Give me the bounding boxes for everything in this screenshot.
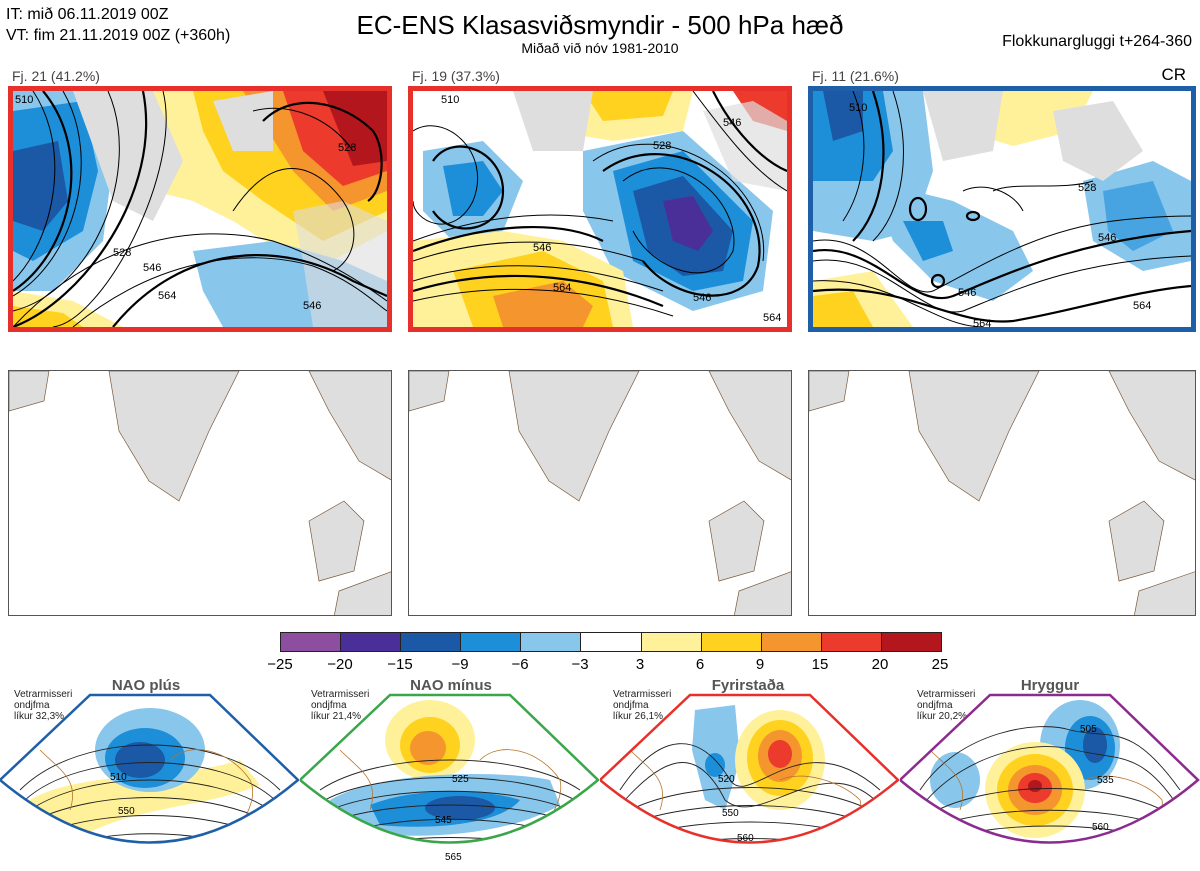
colorbar-tick: −9 bbox=[451, 656, 469, 673]
colorbar-bin bbox=[401, 633, 462, 651]
regime-2-map: 525 545 565 bbox=[300, 693, 600, 863]
cluster-2-label: Fj. 19 (37.3%) bbox=[412, 68, 500, 84]
colorbar-bin bbox=[341, 633, 402, 651]
cluster-2-map: 528 546 546 564 546 564 510 bbox=[408, 86, 792, 332]
colorbar-bin bbox=[281, 633, 342, 651]
cluster-3-contour-label-3: 546 bbox=[1098, 232, 1116, 244]
colorbar-tick: −3 bbox=[571, 656, 589, 673]
colorbar-bin bbox=[821, 633, 882, 651]
regime-4-contour-label-1: 505 bbox=[1080, 724, 1097, 735]
cluster-2-contour-label-1: 528 bbox=[653, 140, 671, 152]
regime-3-contour-label-2: 550 bbox=[722, 808, 739, 819]
cluster-1-contour-label-3: 546 bbox=[143, 262, 161, 274]
colorbar-bin bbox=[881, 633, 942, 651]
colorbar-tick: 20 bbox=[871, 656, 889, 673]
cluster-1-contour-label-1: 510 bbox=[15, 94, 33, 106]
cluster-1-contour-label-5: 546 bbox=[303, 300, 321, 312]
colorbar-bin bbox=[461, 633, 522, 651]
regime-1-contour-label-1: 510 bbox=[110, 772, 127, 783]
colorbar-tick: 15 bbox=[811, 656, 829, 673]
cluster-1-label: Fj. 21 (41.2%) bbox=[12, 68, 100, 84]
colorbar-bin bbox=[701, 633, 762, 651]
colorbar-tick: 25 bbox=[931, 656, 949, 673]
cluster-3-contour-label-2: 528 bbox=[1078, 182, 1096, 194]
corner-tag: CR bbox=[1161, 65, 1186, 84]
empty-map-2-land bbox=[409, 371, 791, 615]
page-title: EC-ENS Klasasviðsmyndir - 500 hPa hæð bbox=[356, 10, 844, 40]
regime-4-contour-label-3: 560 bbox=[1092, 822, 1109, 833]
cluster-1-contour-label-4: 564 bbox=[158, 290, 176, 302]
colorbar-bin bbox=[761, 633, 822, 651]
colorbar-tick: 3 bbox=[635, 656, 645, 673]
colorbar-bin bbox=[521, 633, 582, 651]
cluster-3-map: 510 528 546 546 564 564 bbox=[808, 86, 1196, 332]
colorbar-tick: −20 bbox=[327, 656, 353, 673]
regime-4-note: Vetrarmisseri ondjfma líkur 20,2% bbox=[917, 689, 976, 722]
cluster-3-contour-label-4: 546 bbox=[958, 287, 976, 299]
page-subtitle: Miðað við nóv 1981-2010 bbox=[521, 40, 679, 56]
colorbar-tick: −15 bbox=[387, 656, 413, 673]
colorbar bbox=[280, 632, 942, 652]
colorbar-tick: 9 bbox=[755, 656, 765, 673]
cluster-3-map-canvas: 510 528 546 546 564 564 bbox=[813, 91, 1191, 327]
colorbar-bin bbox=[581, 633, 642, 651]
regime-4-contour-label-2: 535 bbox=[1097, 775, 1114, 786]
colorbar-tick: −6 bbox=[511, 656, 529, 673]
cluster-2-contour-label-2: 546 bbox=[533, 242, 551, 254]
valid-time: VT: fim 21.11.2019 00Z (+360h) bbox=[6, 27, 231, 44]
regime-2-contour-label-1: 525 bbox=[452, 774, 469, 785]
regime-3-contour-label-3: 560 bbox=[737, 833, 754, 844]
regime-1-contour-label-2: 550 bbox=[118, 806, 135, 817]
colorbar-tick: 6 bbox=[695, 656, 705, 673]
cluster-2-contour-label-4: 564 bbox=[553, 282, 571, 294]
cluster-1-map-canvas: 510 528 546 564 546 528 bbox=[13, 91, 387, 327]
cluster-3-contour-label-5: 564 bbox=[1133, 300, 1151, 312]
regime-3-note: Vetrarmisseri ondjfma líkur 26,1% bbox=[613, 689, 672, 722]
cluster-2-contour-label-5: 546 bbox=[693, 292, 711, 304]
regime-3-name: Fyrirstaða bbox=[711, 677, 785, 694]
regime-4-map: 505 535 560 bbox=[900, 693, 1200, 844]
cluster-1-contour-label-6: 528 bbox=[338, 142, 356, 154]
regime-2-contour-label-2: 545 bbox=[435, 815, 452, 826]
cluster-2-contour-label-6: 564 bbox=[763, 312, 781, 324]
cluster-1-map: 510 528 546 564 546 528 bbox=[8, 86, 392, 332]
initial-time: IT: mið 06.11.2019 00Z bbox=[6, 6, 169, 23]
cluster-2-contour-label-7: 510 bbox=[441, 94, 459, 106]
header-info: IT: mið 06.11.2019 00Z VT: fim 21.11.201… bbox=[6, 4, 230, 46]
empty-map-3-land bbox=[809, 371, 1195, 615]
regime-2-contour-label-3: 565 bbox=[445, 852, 462, 863]
regime-2-name: NAO mínus bbox=[410, 677, 492, 694]
regime-3-contour-label-1: 520 bbox=[718, 774, 735, 785]
cluster-1-contour-label-2: 528 bbox=[113, 247, 131, 259]
cluster-3-contour-label-6: 564 bbox=[973, 318, 991, 327]
cluster-3-label: Fj. 11 (21.6%) bbox=[812, 68, 899, 84]
regime-1-map: 510 550 bbox=[0, 693, 300, 844]
colorbar-tick: −25 bbox=[267, 656, 293, 673]
regime-4-name: Hryggur bbox=[1020, 677, 1080, 694]
cluster-2-contour-label-3: 546 bbox=[723, 117, 741, 129]
empty-map-2 bbox=[408, 370, 792, 616]
cluster-3-contour-label-1: 510 bbox=[849, 102, 867, 114]
regime-3-map: 520 550 560 bbox=[600, 693, 900, 844]
empty-map-3 bbox=[808, 370, 1196, 616]
cluster-2-map-canvas: 528 546 546 564 546 564 510 bbox=[413, 91, 787, 327]
classification-window: Flokkunargluggi t+264-360 bbox=[1002, 33, 1192, 50]
colorbar-bin bbox=[641, 633, 702, 651]
empty-map-1-land bbox=[9, 371, 391, 615]
regime-1-name: NAO plús bbox=[111, 677, 181, 694]
regime-2-note: Vetrarmisseri ondjfma líkur 21,4% bbox=[311, 689, 370, 722]
regime-1-note: Vetrarmisseri ondjfma líkur 32,3% bbox=[14, 689, 73, 722]
empty-map-1 bbox=[8, 370, 392, 616]
